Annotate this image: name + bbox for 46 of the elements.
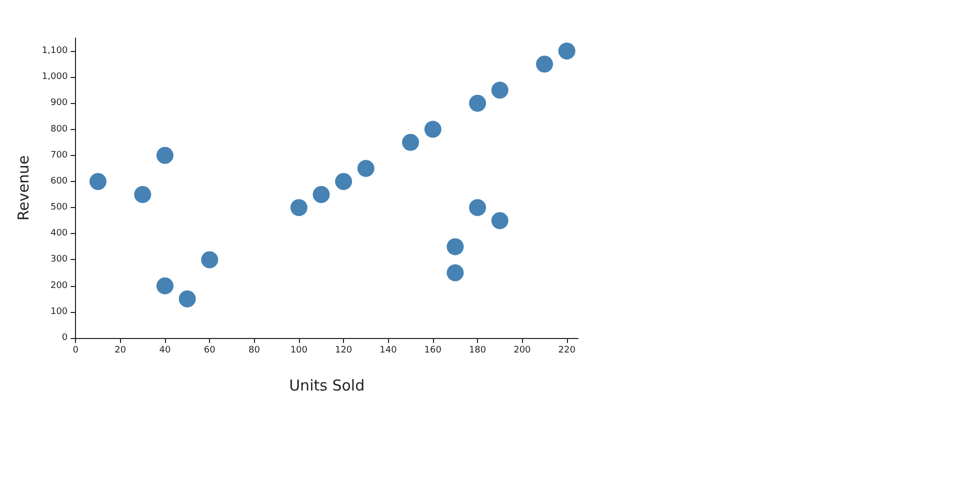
point <box>156 146 174 164</box>
point <box>335 172 352 190</box>
point <box>491 212 508 230</box>
y-tick-label: 200 <box>50 280 68 291</box>
point <box>446 238 464 256</box>
x-axis-title: Units Sold <box>289 376 365 394</box>
y-tick-label: 300 <box>50 254 68 265</box>
y-tick-label: 100 <box>50 306 68 317</box>
point <box>446 264 464 282</box>
y-tick-label: 1,100 <box>42 46 68 56</box>
x-tick-label: 160 <box>424 346 442 356</box>
y-tick-label: 800 <box>50 124 68 134</box>
x-tick-label: 220 <box>558 346 576 356</box>
x-tick-label: 60 <box>204 346 216 356</box>
y-axis-title: Revenue <box>14 155 32 221</box>
x-tick-label: 80 <box>248 346 260 356</box>
x-tick-label: 40 <box>159 346 171 356</box>
point <box>558 42 576 60</box>
point <box>424 120 442 138</box>
y-tick-label: 0 <box>62 333 68 343</box>
point <box>201 251 218 268</box>
point <box>491 82 508 99</box>
point <box>90 172 106 190</box>
x-tick-label: 140 <box>380 346 398 356</box>
point <box>178 290 196 308</box>
point <box>357 160 374 177</box>
point <box>134 186 152 204</box>
point <box>156 277 174 294</box>
x-tick-label: 0 <box>72 346 79 356</box>
y-tick-label: 500 <box>50 202 68 213</box>
point <box>290 199 308 216</box>
point <box>402 134 420 151</box>
y-tick-label: 400 <box>50 228 68 239</box>
x-tick-label: 100 <box>290 346 308 356</box>
x-tick-label: 20 <box>114 346 126 356</box>
point <box>469 199 486 216</box>
x-tick-label: 180 <box>468 346 486 356</box>
x-tick-label: 200 <box>514 346 532 356</box>
y-tick-label: 900 <box>50 98 68 108</box>
x-tick-label: 120 <box>334 346 352 356</box>
y-tick-label: 1,000 <box>42 72 68 82</box>
point <box>536 56 554 73</box>
point <box>312 186 330 204</box>
point <box>469 94 486 112</box>
y-tick-label: 700 <box>50 150 68 160</box>
y-tick-label: 600 <box>50 176 68 186</box>
